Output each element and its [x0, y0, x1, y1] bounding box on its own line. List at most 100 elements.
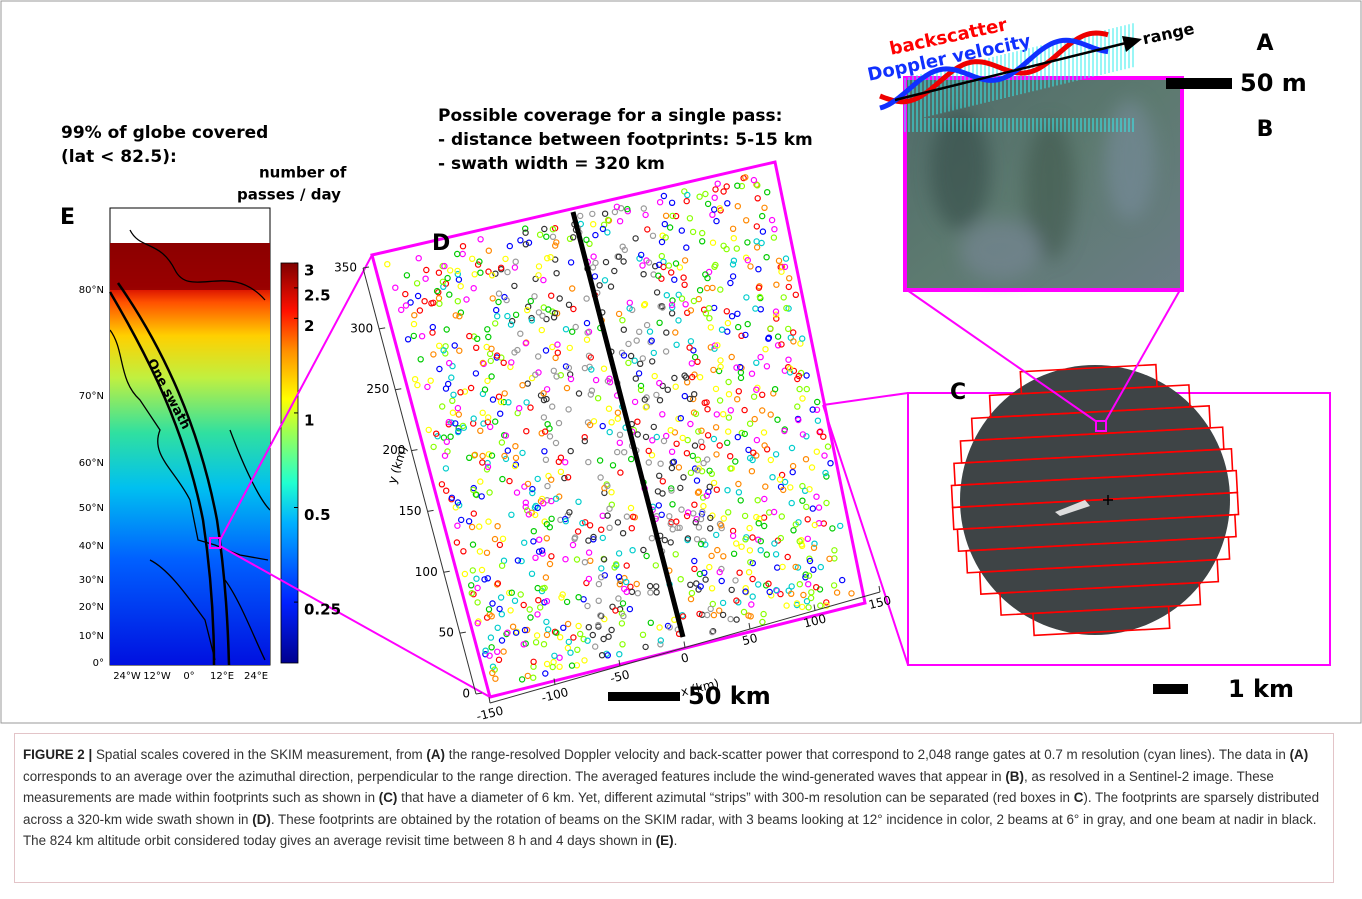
- footprint-dot: [827, 460, 834, 467]
- footprint-dot: [760, 610, 767, 618]
- footprint-dot: [448, 419, 455, 426]
- footprint-dot: [788, 499, 795, 507]
- footprint-dot: [443, 438, 450, 445]
- footprint-dot: [461, 570, 469, 578]
- footprint-dot: [768, 216, 776, 224]
- footprint-dot: [536, 536, 543, 543]
- footprint-dot: [552, 354, 559, 362]
- footprint-dot: [495, 298, 502, 306]
- footprint-dot: [696, 374, 704, 381]
- footprint-dot: [737, 497, 744, 504]
- connector: [906, 289, 1098, 423]
- footprint-dot: [709, 239, 717, 246]
- footprint-dot: [484, 575, 491, 582]
- footprint-dot: [546, 524, 554, 531]
- footprint-dot: [771, 225, 778, 233]
- footprint-dot: [734, 310, 741, 317]
- footprint-dot: [517, 237, 524, 244]
- caption-text: .: [673, 833, 678, 849]
- footprint-dot: [740, 608, 748, 616]
- footprint-dot: [705, 305, 713, 312]
- footprint-dot: [417, 356, 424, 363]
- footprint-dot: [563, 384, 571, 392]
- footprint-dot: [799, 603, 806, 611]
- footprint-dot: [477, 427, 484, 434]
- panel-label: B: [1257, 117, 1274, 142]
- footprint-dot: [553, 373, 560, 380]
- footprint-dot: [528, 314, 535, 322]
- footprint-dot: [398, 306, 405, 314]
- footprint-dot: [410, 320, 418, 328]
- footprint-dot: [540, 396, 548, 404]
- footprint-dot: [428, 300, 435, 307]
- footprint-dot: [595, 621, 602, 629]
- footprint-dot: [813, 493, 820, 500]
- scale-bar: [1166, 78, 1232, 89]
- footprint-dot: [669, 459, 676, 466]
- footprint-dot: [799, 431, 807, 438]
- footprint-dot: [605, 633, 612, 640]
- footprint-dot: [427, 377, 434, 384]
- footprint-dot: [488, 613, 495, 620]
- x-tick: [878, 585, 881, 593]
- y-tick: [427, 509, 434, 512]
- footprint-dot: [454, 298, 461, 305]
- footprint-dot: [612, 607, 619, 614]
- footprint-dot: [681, 392, 689, 400]
- footprint-dot: [639, 355, 647, 362]
- footprint-dot: [711, 194, 718, 201]
- footprint-dot: [678, 295, 686, 302]
- footprint-dot: [484, 418, 491, 426]
- footprint-dot: [546, 560, 554, 568]
- footprint-dot: [512, 629, 520, 636]
- footprint-dot: [656, 319, 663, 326]
- footprint-dot: [695, 488, 703, 495]
- footprint-dot: [765, 580, 772, 587]
- footprint-dot: [549, 225, 557, 233]
- footprint-dot: [555, 458, 563, 465]
- footprint-dot: [600, 221, 608, 228]
- footprint-dot: [750, 393, 758, 400]
- footprint-dot: [551, 309, 559, 317]
- footprint-dot: [659, 232, 666, 239]
- footprint-dot: [822, 469, 829, 477]
- footprint-dot: [540, 641, 548, 648]
- footprint-dot: [691, 565, 698, 573]
- footprint-dot: [450, 391, 457, 398]
- footprint-dot: [671, 276, 678, 283]
- footprint-dot: [498, 562, 506, 569]
- footprint-dot: [569, 541, 577, 549]
- lat-label: 0°: [93, 658, 104, 669]
- footprint-dot: [552, 242, 559, 249]
- footprint-dot: [474, 335, 481, 342]
- footprint-dot: [754, 497, 761, 504]
- footprint-dot: [787, 484, 794, 491]
- footprint-dot: [538, 547, 546, 554]
- footprint-dot: [423, 266, 430, 274]
- footprint-dot: [454, 404, 462, 412]
- footprint-dot: [745, 446, 752, 454]
- footprint-dot: [725, 391, 733, 398]
- footprint-dot: [748, 468, 756, 475]
- footprint-dot: [536, 231, 544, 238]
- footprint-dot: [823, 499, 830, 507]
- footprint-dot: [430, 443, 437, 451]
- footprint-dot: [753, 223, 761, 230]
- footprint-dot: [577, 630, 584, 638]
- footprint-dot: [703, 492, 711, 499]
- footprint-dot: [611, 208, 619, 216]
- footprint-dot: [730, 234, 738, 242]
- footprint-dot: [806, 486, 813, 493]
- footprint-dot: [449, 409, 457, 416]
- footprint-dot: [545, 306, 552, 313]
- footprint-dot: [533, 632, 541, 639]
- panel-label: E: [60, 205, 75, 230]
- footprint-dot: [745, 569, 753, 576]
- footprint-dot: [695, 465, 703, 472]
- footprint-dot: [489, 396, 497, 403]
- footprint-dot: [466, 332, 473, 340]
- footprint-dot: [687, 595, 695, 603]
- footprint-dot: [614, 519, 622, 526]
- footprint-dot: [669, 501, 676, 508]
- footprint-dot: [737, 374, 745, 382]
